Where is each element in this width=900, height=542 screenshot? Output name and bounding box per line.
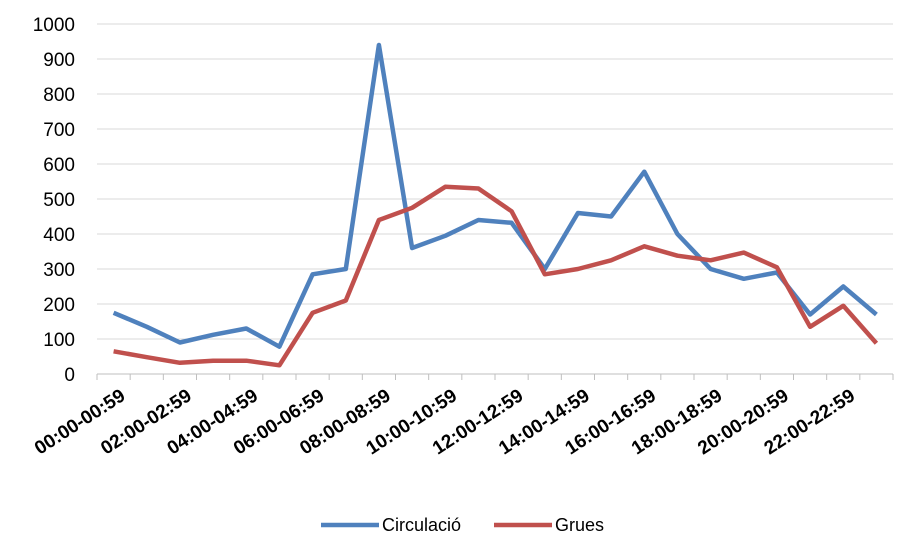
y-tick-label: 500 xyxy=(43,190,75,211)
y-tick-label: 800 xyxy=(43,85,75,106)
y-tick-label: 200 xyxy=(43,295,75,316)
y-tick-label: 100 xyxy=(43,330,75,351)
y-tick-label: 900 xyxy=(43,50,75,71)
y-axis-ticks: 0 100 200 300 400 500 600 700 800 900 1000 xyxy=(33,15,75,386)
y-tick-label: 600 xyxy=(43,155,75,176)
series-line-circulacio xyxy=(112,42,878,349)
y-tick-label: 400 xyxy=(43,225,75,246)
y-tick-label: 300 xyxy=(43,260,75,281)
legend-label: Circulació xyxy=(382,515,461,535)
legend: Circulació Grues xyxy=(321,515,604,535)
series-lines xyxy=(112,42,879,368)
series-line-grues xyxy=(113,184,879,368)
y-tick-label: 1000 xyxy=(33,15,75,36)
y-tick-label: 0 xyxy=(64,365,75,386)
x-axis-ticks: 00:00-00:5902:00-02:5904:00-04:5906:00-0… xyxy=(31,385,859,459)
y-tick-label: 700 xyxy=(43,120,75,141)
legend-label: Grues xyxy=(555,515,604,535)
